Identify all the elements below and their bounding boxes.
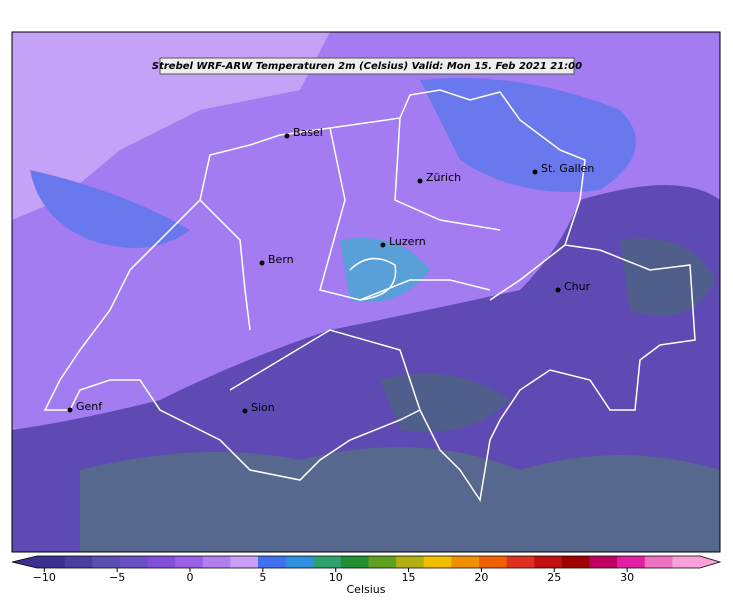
plot-frame [11,31,721,553]
colorbar-segment [119,556,148,568]
colorbar-tick-label: 10 [329,571,343,584]
colorbar-segment [147,556,176,568]
city-label: Bern [268,253,294,266]
colorbar-segment [589,556,618,568]
colorbar-segment [64,556,93,568]
city-label: Sion [251,401,275,414]
colorbar-tick-label: 15 [402,571,416,584]
colorbar-tick-label: 20 [474,571,488,584]
colorbar-segment [506,556,535,568]
city-dot [380,242,386,248]
city-label: Chur [564,280,591,293]
colorbar-segment [451,556,480,568]
colorbar-extend-high [700,556,720,568]
city-label: St. Gallen [541,162,594,175]
colorbar-segment [396,556,425,568]
colorbar-segment [617,556,646,568]
title-box [159,57,575,75]
colorbar-segment [423,556,452,568]
colorbar-segment [368,556,397,568]
borders [43,89,696,502]
city-dot [242,408,248,414]
colorbar-segment [672,556,701,568]
colorbar-tick-label: 0 [187,571,194,584]
colorbar-outline [11,555,722,569]
colorbar-segment [644,556,673,568]
colorbar-segment [92,556,121,568]
map-title: Strebel WRF-ARW Temperaturen 2m (Celsius… [152,61,582,72]
colorbar-segment [175,556,204,568]
city-label: Zürich [426,171,461,184]
city-dot [555,287,561,293]
colorbar-segment [258,556,287,568]
city-dot [417,178,423,184]
colorbar-segment [313,556,342,568]
colorbar-segment [534,556,563,568]
city-dot [284,133,290,139]
colorbar-segment [340,556,369,568]
colorbar-segment [561,556,590,568]
city-dot [259,260,265,266]
colorbar: −10 −5 0 5 10 15 20 25 30 [11,555,722,584]
city-dot [532,169,538,175]
colorbar-segment [285,556,314,568]
colorbar-segment [479,556,508,568]
colorbar-tick-label: 30 [620,571,634,584]
temperature-field [12,32,720,552]
city-label: Genf [76,400,103,413]
colorbar-segment [202,556,231,568]
colorbar-label: Celsius [347,583,386,596]
city-dot [67,407,73,413]
cities: Basel Zürich St. Gallen Luzern Bern Chur… [67,126,594,414]
colorbar-segment [230,556,259,568]
city-label: Luzern [389,235,426,248]
city-label: Basel [293,126,323,139]
colorbar-tick-label: 25 [547,571,561,584]
colorbar-tick-label: −5 [109,571,125,584]
colorbar-tick-label: −10 [33,571,56,584]
colorbar-extend-low [12,556,37,568]
colorbar-segment [37,556,66,568]
colorbar-tick-label: 5 [259,571,266,584]
